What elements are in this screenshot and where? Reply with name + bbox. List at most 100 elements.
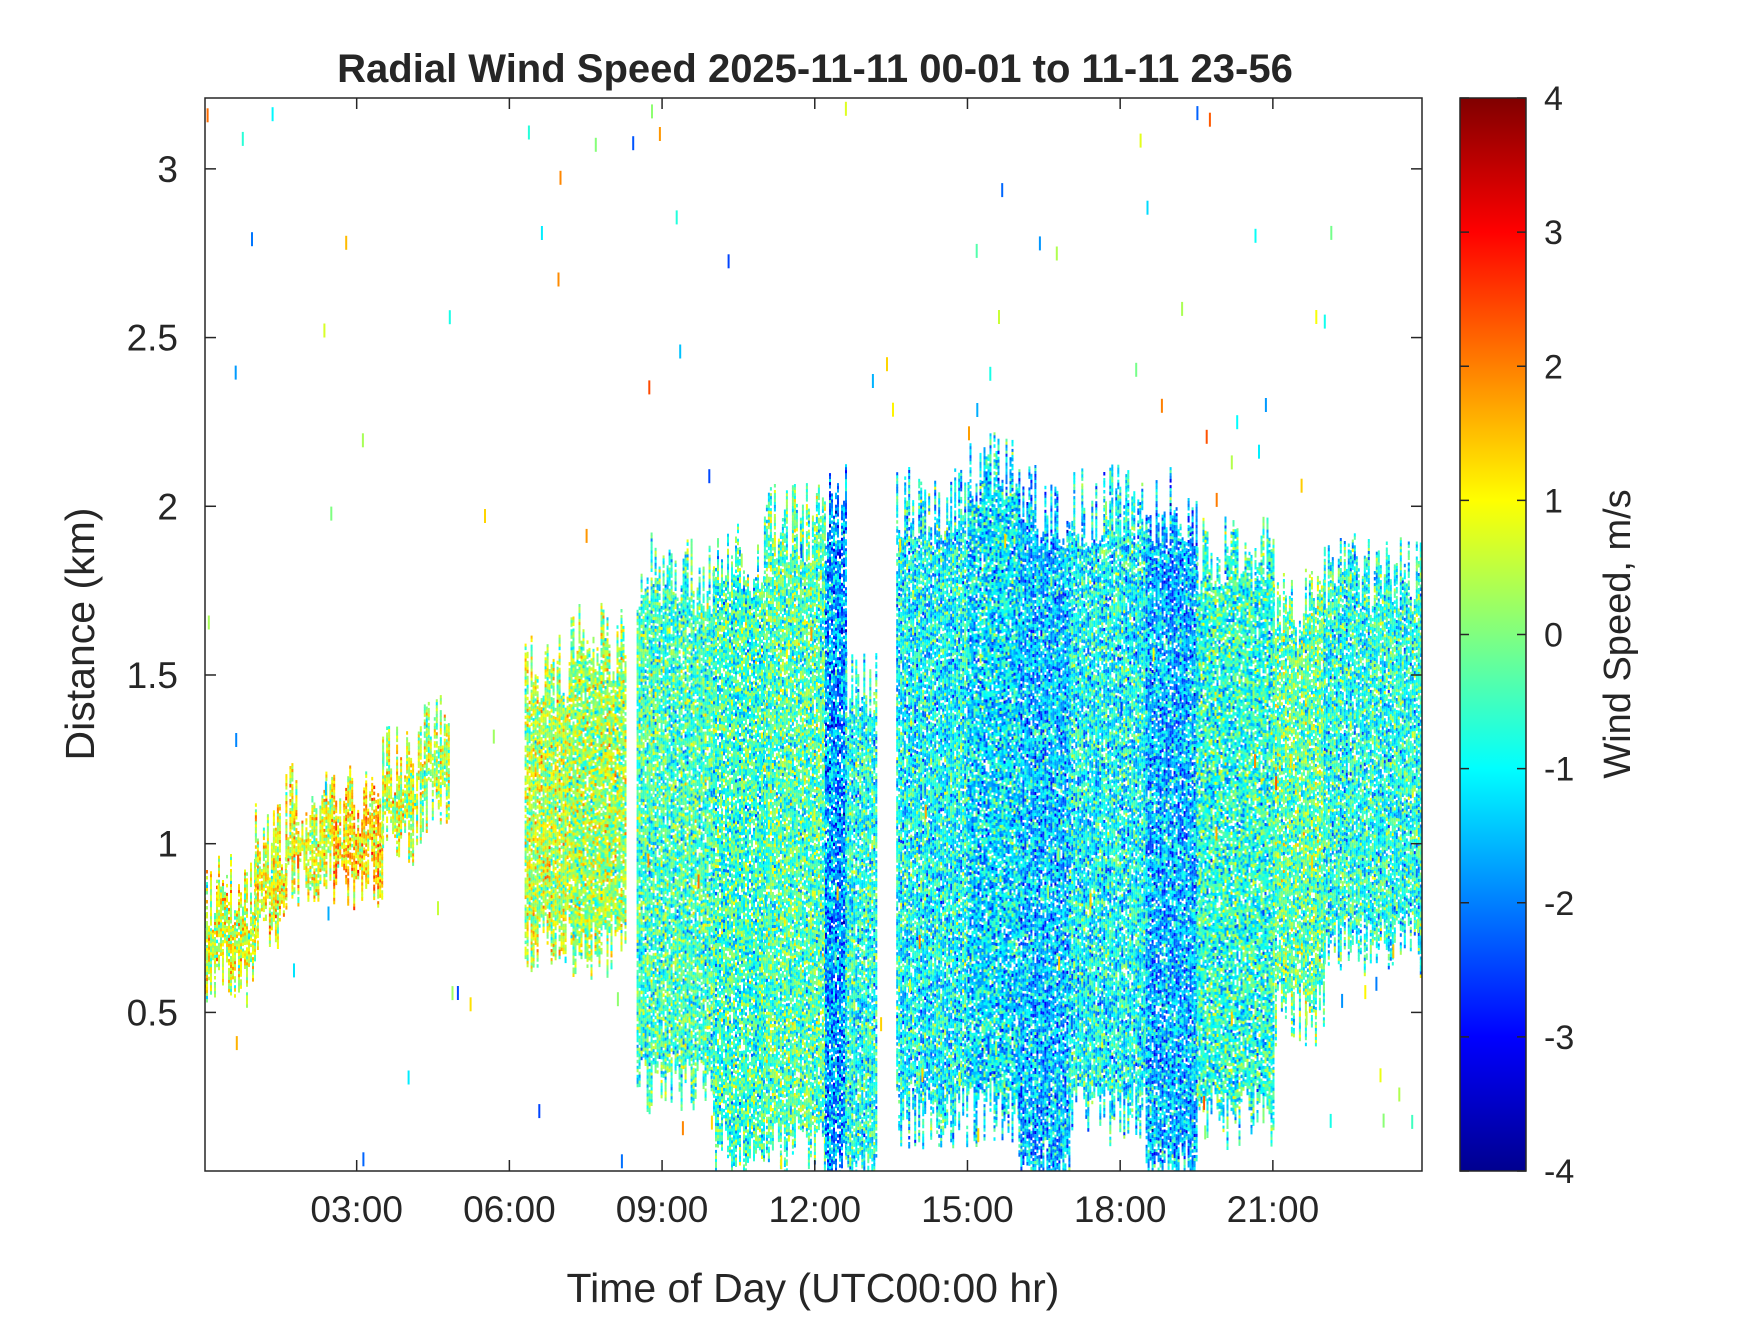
heatmap-cell: [319, 818, 321, 822]
heatmap-cell: [331, 807, 333, 811]
heatmap-cell: [307, 880, 309, 884]
heatmap-cell: [230, 989, 232, 993]
heatmap-cell: [271, 867, 273, 871]
heatmap-cell: [267, 835, 269, 839]
heatmap-cell: [228, 977, 230, 981]
heatmap-cell: [331, 810, 333, 814]
heatmap-cell: [248, 954, 250, 958]
heatmap-cell: [206, 975, 208, 979]
heatmap-cell: [301, 848, 303, 852]
heatmap-cell: [218, 931, 220, 935]
heatmap-cell: [216, 952, 218, 956]
heatmap-cell: [242, 943, 244, 947]
heatmap-cell: [228, 950, 230, 954]
heatmap-cell: [265, 879, 267, 883]
heatmap-cell: [273, 903, 275, 907]
heatmap-cell: [224, 931, 226, 935]
heatmap-cell: [289, 841, 291, 845]
heatmap-cell: [220, 917, 222, 921]
heatmap-cell: [210, 952, 212, 956]
heatmap-cell: [257, 911, 259, 915]
heatmap-cell: [220, 938, 222, 942]
heatmap-cell: [222, 892, 224, 896]
heatmap-cell: [246, 983, 248, 987]
heatmap-cell: [321, 822, 323, 826]
heatmap-cell: [267, 862, 269, 866]
heatmap-cell: [321, 828, 323, 832]
heatmap-cell: [242, 922, 244, 926]
heatmap-cell: [305, 818, 307, 822]
heatmap-cell: [309, 830, 311, 834]
heatmap-cell: [313, 806, 315, 810]
heatmap-cell: [214, 982, 216, 986]
heatmap-cell: [321, 831, 323, 835]
heatmap-cell: [259, 908, 261, 912]
heatmap-cell: [323, 829, 325, 833]
heatmap-cell: [206, 933, 208, 937]
heatmap-cell: [210, 877, 212, 881]
heatmap-cell: [277, 898, 279, 902]
heatmap-cell: [242, 916, 244, 920]
heatmap-cell: [317, 880, 319, 884]
heatmap-cell: [321, 840, 323, 844]
heatmap-cell: [244, 942, 246, 946]
heatmap-cell: [230, 935, 232, 939]
heatmap-cell: [230, 905, 232, 909]
heatmap-cell: [216, 934, 218, 938]
heatmap-cell: [291, 799, 293, 803]
heatmap-cell: [236, 911, 238, 915]
heatmap-cell: [220, 926, 222, 930]
heatmap-cell: [325, 814, 327, 818]
heatmap-cell: [226, 941, 228, 945]
heatmap-cell: [218, 859, 220, 863]
heatmap-cell: [279, 849, 281, 853]
heatmap-cell: [285, 855, 287, 859]
heatmap-cell: [293, 833, 295, 837]
heatmap-cell: [238, 953, 240, 957]
heatmap-cell: [238, 938, 240, 942]
heatmap-cell: [255, 902, 257, 906]
heatmap-cell: [267, 880, 269, 884]
heatmap-cell: [257, 947, 259, 951]
heatmap-cell: [206, 921, 208, 925]
heatmap-cell: [216, 910, 218, 914]
heatmap-cell: [281, 888, 283, 892]
heatmap-cell: [315, 829, 317, 833]
heatmap-cell: [319, 851, 321, 855]
heatmap-cell: [315, 862, 317, 866]
heatmap-cell: [218, 862, 220, 866]
heatmap-cell: [228, 983, 230, 987]
heatmap-cell: [257, 929, 259, 933]
heatmap-cell: [246, 992, 248, 996]
heatmap-cell: [257, 887, 259, 891]
heatmap-cell: [246, 872, 248, 876]
heatmap-cell: [236, 944, 238, 948]
heatmap-cell: [238, 890, 240, 894]
heatmap-cell: [269, 935, 271, 939]
heatmap-cell: [289, 823, 291, 827]
heatmap-cell: [271, 900, 273, 904]
heatmap-cell: [331, 789, 333, 793]
heatmap-cell: [321, 849, 323, 853]
heatmap-cell: [244, 909, 246, 913]
heatmap-cell: [319, 881, 321, 885]
heatmap-cell: [273, 867, 275, 871]
heatmap-cell: [244, 912, 246, 916]
heatmap-cell: [214, 931, 216, 935]
heatmap-cell: [273, 879, 275, 883]
heatmap-cell: [281, 900, 283, 904]
heatmap-cell: [206, 960, 208, 964]
heatmap-cell: [210, 901, 212, 905]
heatmap-cell: [244, 960, 246, 964]
heatmap-cell: [222, 982, 224, 986]
heatmap-cell: [309, 869, 311, 873]
heatmap-cell: [250, 953, 252, 957]
heatmap-cell: [257, 935, 259, 939]
heatmap-cell: [295, 813, 297, 817]
heatmap-cell: [283, 892, 285, 896]
heatmap-cell: [291, 769, 293, 773]
heatmap-cell: [222, 973, 224, 977]
heatmap-cell: [234, 928, 236, 932]
heatmap-cell: [255, 824, 257, 828]
heatmap-cell: [222, 886, 224, 890]
